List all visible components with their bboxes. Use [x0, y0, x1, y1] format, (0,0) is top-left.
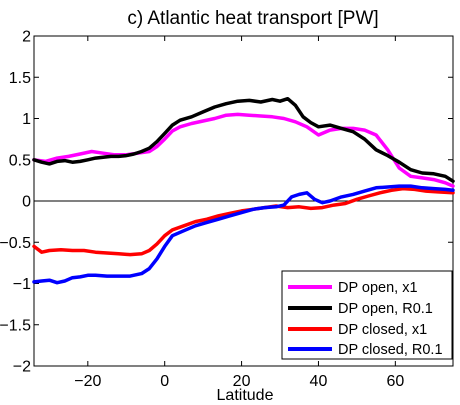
legend-box [281, 270, 453, 360]
legend: DP open, x1 DP open, R0.1 DP closed, x1 … [281, 270, 453, 360]
y-tick-labels: −2 −1.5 −1 −0.5 0 0.5 1 1.5 2 [0, 29, 31, 376]
x-axis-label: Latitude [217, 387, 274, 404]
x-tick-label: 0 [160, 373, 169, 390]
series-line-dp-closed-x1 [32, 186, 455, 257]
series-line-dp-open-x1 [32, 112, 455, 188]
x-tick-labels: −20 0 20 40 60 [74, 373, 404, 390]
legend-label-dp-closed-x1: DP closed, x1 [338, 322, 427, 338]
legend-label-dp-closed-r01: DP closed, R0.1 [338, 342, 443, 358]
y-tick-label: −1.5 [0, 317, 31, 334]
y-tick-label: −2 [13, 359, 31, 376]
y-tick-label: 0.5 [9, 152, 31, 169]
plot-area [32, 35, 455, 367]
x-tick-label: −20 [74, 373, 101, 390]
y-tick-label: −1 [13, 276, 31, 293]
chart-title: c) Atlantic heat transport [PW] [127, 8, 378, 29]
y-tick-label: 0 [22, 194, 31, 211]
x-tick-label: 60 [386, 373, 404, 390]
y-tick-label: 2 [22, 29, 31, 46]
series-line-dp-closed-r0-1 [32, 184, 455, 285]
y-tick-label: 1.5 [9, 70, 31, 87]
x-tick-label: 20 [233, 373, 251, 390]
legend-label-dp-open-x1: DP open, x1 [338, 280, 418, 296]
series-line-dp-open-r0-1 [32, 96, 455, 183]
y-tick-label: 1 [22, 111, 31, 128]
legend-label-dp-open-r01: DP open, R0.1 [338, 301, 433, 317]
y-tick-label: −0.5 [0, 235, 31, 252]
series-lines [32, 96, 455, 285]
x-tick-label: 40 [310, 373, 328, 390]
